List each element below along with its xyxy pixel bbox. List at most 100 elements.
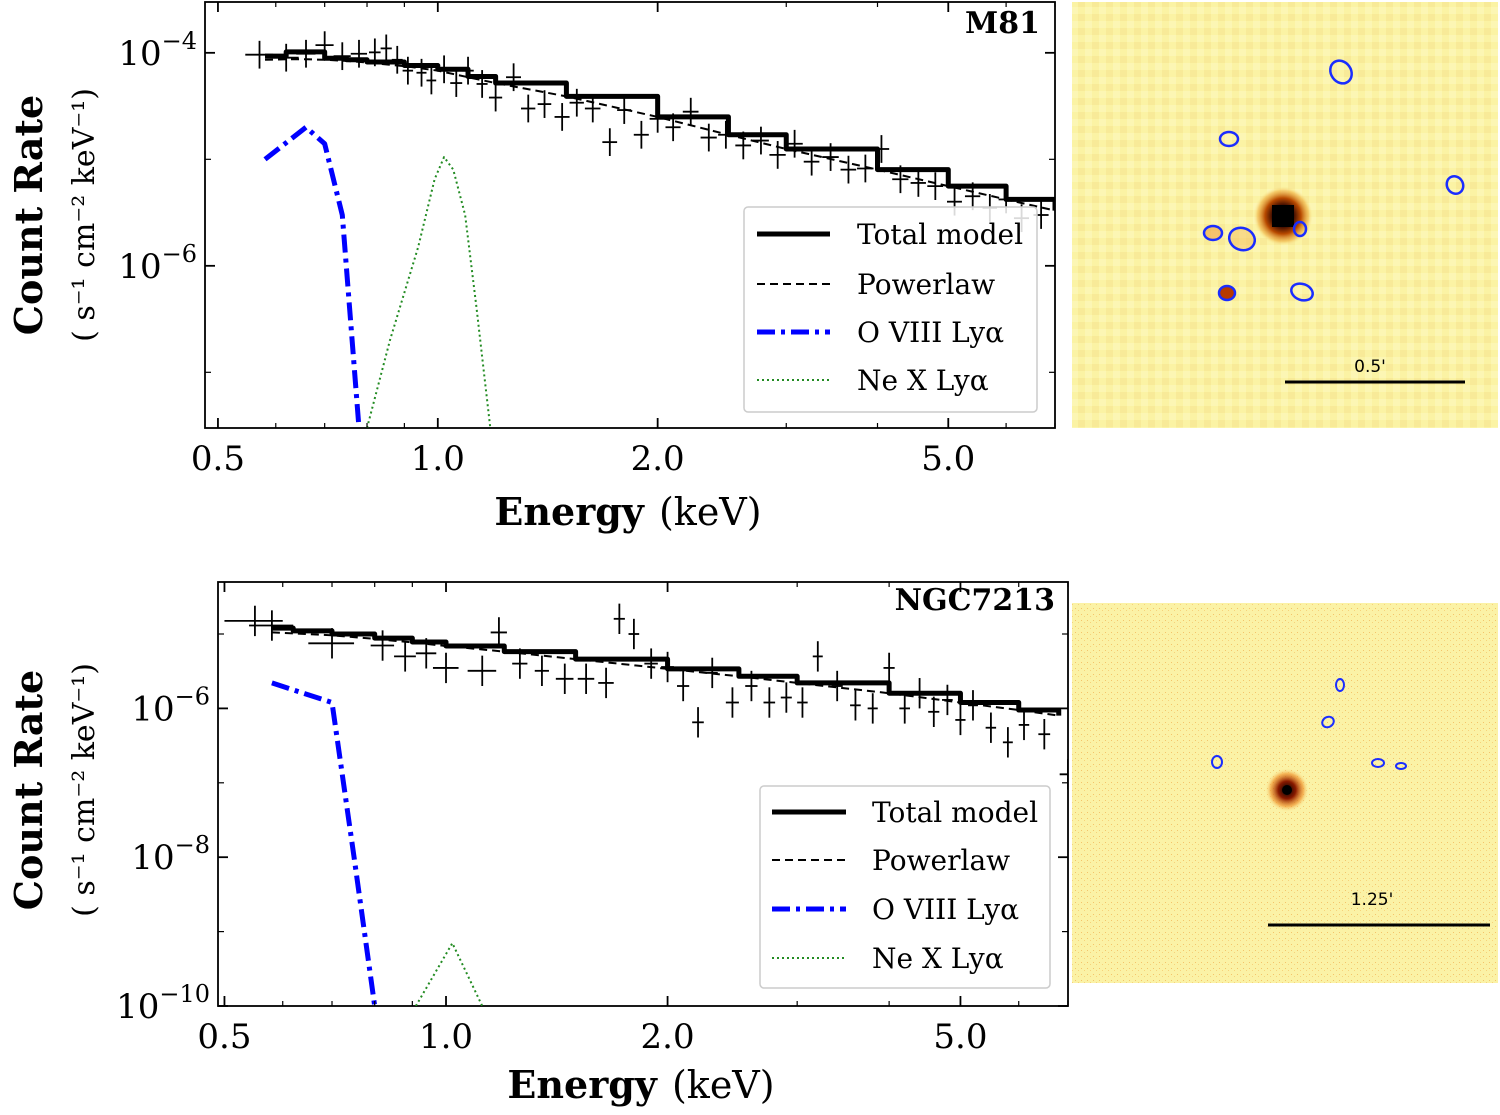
data-point [985, 712, 997, 743]
y-tick-exponent: −10 [159, 980, 210, 1008]
data-point [488, 83, 503, 112]
region-ellipse [1321, 715, 1335, 729]
data-point [617, 96, 632, 124]
data-point [350, 39, 368, 68]
x-tick-label: 0.5 [191, 439, 245, 479]
data-point [1059, 759, 1068, 790]
data-point [745, 670, 758, 702]
y-axis-title: Count Rate [6, 95, 51, 335]
data-point [249, 610, 294, 641]
data-point [850, 690, 861, 721]
data-point [432, 652, 459, 684]
y-tick-label: 10−4 [118, 27, 197, 74]
data-point [682, 97, 699, 126]
y-tick-label: 10−8 [131, 831, 210, 878]
data-point [840, 155, 857, 184]
data-point [450, 69, 463, 97]
region-ellipse [1290, 282, 1314, 302]
y-tick-exponent: −6 [162, 240, 197, 268]
data-point [752, 126, 769, 155]
data-point [928, 696, 940, 727]
data-point [628, 618, 640, 650]
oviii-line [271, 680, 378, 1006]
x-axis-label: Energy (keV) [507, 1062, 774, 1107]
x-axis-label: Energy (keV) [494, 489, 761, 534]
data-point [831, 670, 843, 702]
x-axis-title: Energy [507, 1062, 657, 1107]
region-ellipse [1329, 59, 1353, 85]
data-point [914, 678, 925, 709]
data-point [537, 90, 552, 118]
data-point [677, 670, 690, 702]
data-point [786, 129, 803, 158]
legend-label-powerlaw: Powerlaw [857, 268, 995, 301]
data-point [763, 687, 776, 718]
data-point [224, 605, 283, 637]
data-point [415, 638, 437, 669]
central-source-core [1282, 785, 1292, 795]
data-point [692, 707, 704, 738]
chart-m81: 0.5 1.0 2.0 5.010−410−6 M81 Count Rate ( s⁻… [6, 1, 1056, 534]
y-axis-label: Count Rate ( s⁻¹ cm⁻² keV⁻¹) [6, 88, 102, 342]
data-point [942, 684, 953, 716]
y-tick-base: 10 [131, 689, 174, 729]
data-point [490, 617, 507, 648]
data-point [649, 104, 666, 133]
region-ellipse [1335, 678, 1345, 692]
data-point [476, 70, 488, 98]
data-point [803, 147, 820, 176]
y-tick-label: 10−6 [118, 240, 197, 287]
x-tick-label: 2.0 [631, 439, 685, 479]
data-point [873, 135, 890, 163]
oviii-line [263, 124, 362, 428]
x-axis-unit: (keV) [659, 490, 762, 534]
y-tick-label: 10−10 [116, 980, 210, 1027]
powerlaw-line [264, 58, 1055, 212]
data-point [333, 42, 351, 71]
region-ellipse [1445, 174, 1465, 196]
data-point [370, 630, 395, 661]
region-ellipse [1227, 226, 1257, 252]
data-points [224, 603, 1068, 790]
y-tick-base: 10 [116, 987, 159, 1027]
data-point [968, 690, 978, 721]
data-point [296, 39, 316, 68]
y-tick-base: 10 [118, 34, 161, 74]
panel-title: NGC7213 [895, 583, 1055, 618]
data-point [598, 667, 614, 699]
data-point [467, 655, 497, 687]
scale-label: 1.25' [1351, 890, 1394, 910]
data-point [857, 154, 874, 183]
data-point [665, 113, 681, 142]
data-point [725, 687, 739, 718]
nex-line [366, 156, 492, 428]
data-point [1038, 719, 1051, 750]
image-panel-ngc7213: 1.25' [1072, 603, 1498, 983]
data-point [391, 45, 403, 74]
data-point [394, 641, 416, 672]
region-ellipse [1218, 130, 1240, 148]
y-tick-exponent: −4 [162, 27, 197, 55]
data-point [718, 120, 734, 149]
data-point [964, 182, 981, 211]
region-ellipse [1217, 284, 1237, 302]
central-source-core [1272, 205, 1294, 227]
data-point [927, 172, 944, 201]
region-ellipse [1211, 755, 1223, 769]
y-tick-label: 10−6 [131, 682, 210, 729]
data-point [462, 56, 474, 85]
legend: Total model Powerlaw O VIII Lyα Ne X Lyα [743, 206, 1038, 413]
legend-label-total-model: Total model [872, 796, 1038, 829]
y-axis-label: Count Rate ( s⁻¹ cm⁻² keV⁻¹) [6, 663, 102, 917]
y-tick-base: 10 [131, 838, 174, 878]
legend-label-nex: Ne X Lyα [857, 364, 989, 397]
data-point [602, 128, 618, 157]
chart-ngc7213: 0.5 1.0 2.0 5.010−610−810−10 NGC7213 Count … [6, 581, 1069, 1107]
data-point [308, 628, 355, 659]
legend-label-powerlaw: Powerlaw [872, 844, 1010, 877]
data-point [700, 123, 717, 152]
y-axis-unit: ( s⁻¹ cm⁻² keV⁻¹) [67, 88, 102, 342]
data-point [245, 40, 274, 69]
